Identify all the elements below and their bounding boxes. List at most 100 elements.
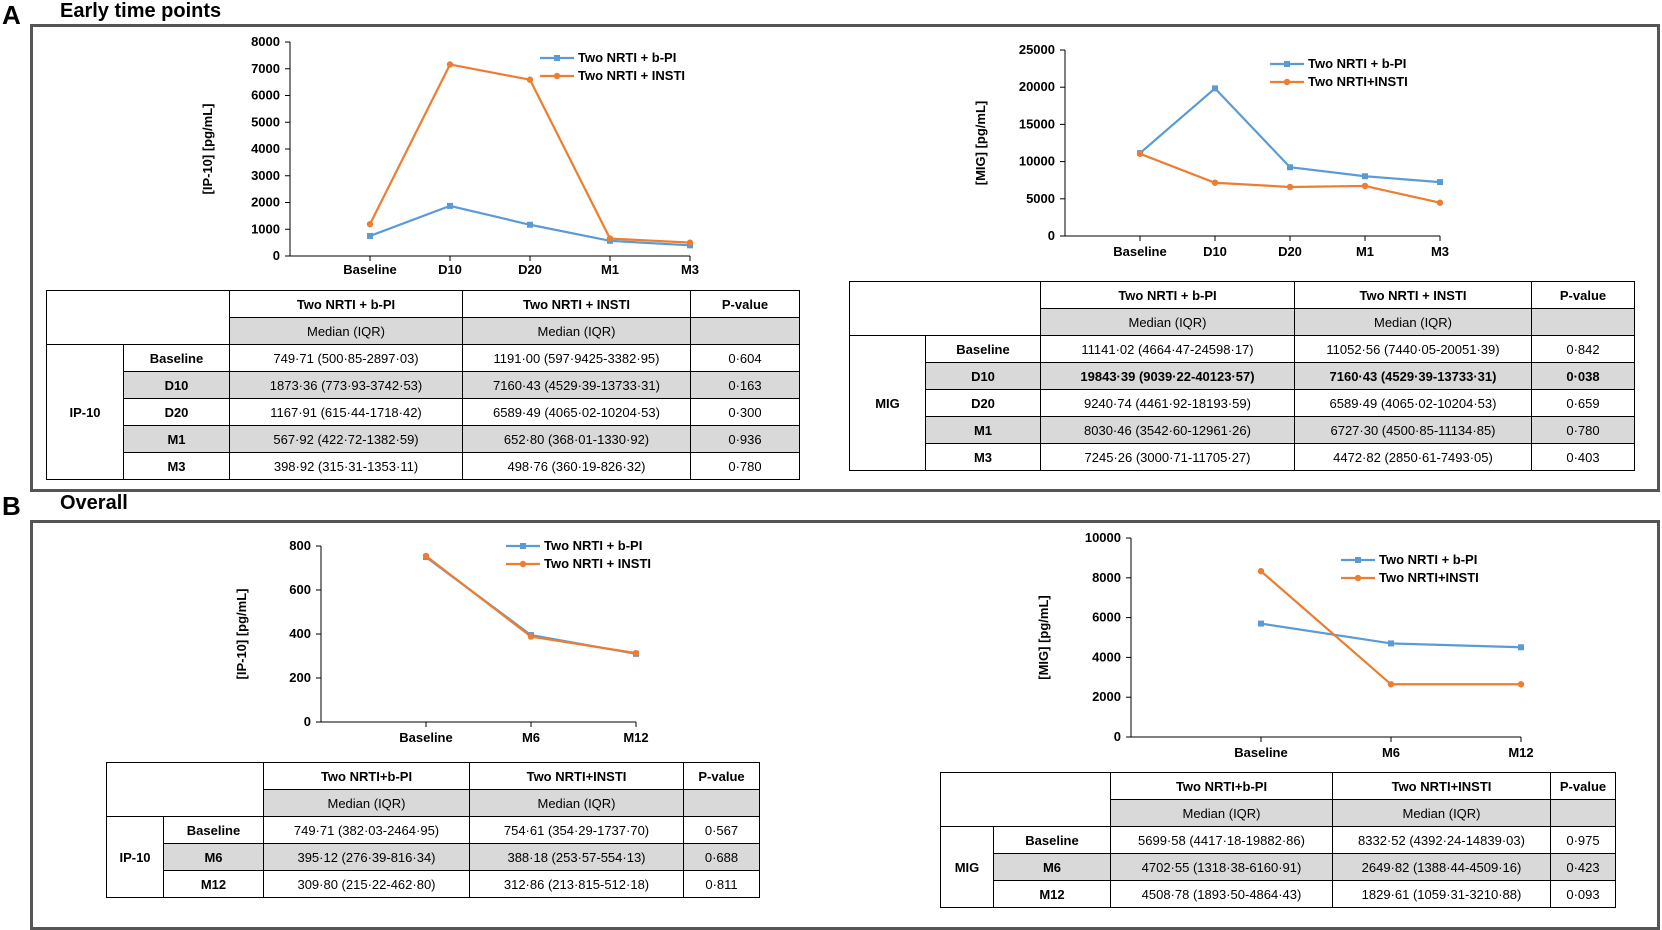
- data-point-square: [1388, 640, 1394, 647]
- y-tick-label: 7000: [251, 61, 280, 76]
- x-tick-label: D10: [1203, 244, 1227, 259]
- subheader-cell: Median (IQR): [263, 789, 470, 817]
- x-tick-label: M6: [522, 730, 540, 745]
- y-tick-label: 200: [289, 670, 311, 685]
- timepoint-cell: M12: [993, 880, 1111, 908]
- p-value-cell: 0·811: [683, 870, 760, 898]
- timepoint-cell: D20: [123, 398, 230, 426]
- subheader-cell: Median (IQR): [1040, 308, 1295, 336]
- bpi-median-cell: 567·92 (422·72-1382·59): [229, 425, 463, 453]
- y-tick-label: 15000: [1019, 116, 1055, 131]
- legend-label: Two NRTI + b-PI: [578, 50, 676, 65]
- legend-label: Two NRTI + b-PI: [1308, 56, 1406, 71]
- cytokine-group-label: IP-10: [46, 344, 124, 480]
- table-row: M12 4508·78 (1893·50-4864·43) 1829·61 (105…: [941, 880, 1616, 908]
- p-value-cell: 0·163: [690, 371, 800, 399]
- column-header: Two NRTI + b-PI: [229, 290, 463, 318]
- y-tick-label: 4000: [1092, 649, 1121, 664]
- y-tick-label: 10000: [1019, 154, 1055, 169]
- y-tick-label: 600: [289, 582, 311, 597]
- y-tick-label: 8000: [251, 34, 280, 49]
- column-header: Two NRTI + INSTI: [1294, 281, 1532, 309]
- column-header: P-value: [683, 762, 760, 790]
- subheader-cell: Median (IQR): [1110, 799, 1333, 827]
- bpi-median-cell: 1167·91 (615·44-1718·42): [229, 398, 463, 426]
- table-corner: [106, 762, 264, 817]
- timepoint-cell: D10: [925, 362, 1041, 390]
- x-tick-label: Baseline: [343, 262, 396, 277]
- p-value-cell: 0·300: [690, 398, 800, 426]
- data-point-circle: [1361, 182, 1369, 190]
- p-value-cell: 0·403: [1531, 443, 1635, 471]
- y-tick-label: 2000: [1092, 689, 1121, 704]
- column-header: Two NRTI+INSTI: [1332, 772, 1551, 800]
- legend-marker-square: [1355, 557, 1361, 563]
- data-point-circle: [446, 61, 454, 68]
- table-row: IP-10 Baseline 749·71 (500·85-2897·03) 1191…: [46, 344, 800, 480]
- legend-marker-circle: [553, 72, 561, 80]
- subheader-cell: Median (IQR): [1332, 799, 1551, 827]
- legend-label: Two NRTI+INSTI: [1379, 570, 1479, 585]
- column-header: P-value: [690, 290, 800, 318]
- y-tick-label: 6000: [251, 88, 280, 103]
- insti-median-cell: 1191·00 (597·9425-3382·95): [462, 344, 691, 372]
- table-row: M12 309·80 (215·22-462·80) 312·86 (213·815…: [107, 870, 760, 898]
- data-point-square: [1437, 179, 1443, 186]
- timepoint-cell: Baseline: [993, 826, 1111, 854]
- panel-b-letter: B: [2, 491, 21, 521]
- subheader-empty: [1531, 308, 1635, 336]
- x-tick-label: M3: [1431, 244, 1449, 259]
- table-row: M3 7245·26 (3000·71-11705·27) 4472·82 (285…: [850, 443, 1635, 471]
- data-point-circle: [632, 649, 640, 657]
- column-header: P-value: [1531, 281, 1635, 309]
- y-tick-label: 8000: [1092, 570, 1121, 585]
- insti-median-cell: 652·80 (368·01-1330·92): [462, 425, 691, 453]
- chart-mig-early: 0 5000 10000 15000 20000 25000 Baseline D10 D20 M…: [973, 42, 1449, 259]
- timepoint-cell: M6: [993, 853, 1111, 881]
- p-value-cell: 0·567: [683, 816, 760, 844]
- legend-marker-square: [520, 543, 526, 549]
- y-tick-label: 0: [1048, 228, 1055, 243]
- p-value-cell: 0·038: [1531, 362, 1635, 390]
- legend-marker-square: [554, 55, 560, 61]
- legend-marker-circle: [1283, 78, 1291, 86]
- insti-median-cell: 7160·43 (4529·39-13733·31): [462, 371, 691, 399]
- cytokine-group-label: IP-10: [106, 816, 164, 898]
- series-line-1: [1260, 570, 1521, 686]
- y-axis-label: [MIG] [pg/mL]: [973, 101, 988, 185]
- x-tick-label: M12: [623, 730, 648, 745]
- legend-marker-circle: [1354, 574, 1362, 582]
- insti-median-cell: 388·18 (253·57-554·13): [469, 843, 684, 871]
- table-corner: [46, 290, 230, 345]
- table-mig-overall: Two NRTI+b-PI Two NRTI+INSTI P-value Median…: [940, 772, 1616, 908]
- chart-mig-overall: 0 2000 4000 6000 8000 10000 Baseline M6 M12 [MIG]…: [1036, 530, 1534, 760]
- table-row: IP-10 Baseline 749·71 (382·03-2464·95) 754·…: [106, 816, 760, 898]
- table-ip10-early: Two NRTI + b-PI Two NRTI + INSTI P-value Me…: [46, 290, 800, 480]
- table-row: M1 567·92 (422·72-1382·59) 652·80 (368·01-…: [47, 425, 800, 453]
- legend-label: Two NRTI+INSTI: [1308, 74, 1408, 89]
- subheader-cell: Median (IQR): [469, 789, 684, 817]
- x-tick-label: M1: [1356, 244, 1374, 259]
- x-tick-label: M12: [1508, 745, 1533, 760]
- data-point-circle: [527, 633, 535, 640]
- bpi-median-cell: 5699·58 (4417·18-19882·86): [1110, 826, 1333, 854]
- data-point-circle: [1387, 681, 1395, 688]
- insti-median-cell: 498·76 (360·19-826·32): [462, 452, 691, 480]
- y-tick-label: 5000: [251, 114, 280, 129]
- insti-median-cell: 11052·56 (7440·05-20051·39): [1294, 335, 1532, 363]
- y-tick-label: 25000: [1019, 42, 1055, 57]
- x-tick-label: M3: [681, 262, 699, 277]
- p-value-cell: 0·688: [683, 843, 760, 871]
- y-axis-label: [IP-10] [pg/mL]: [234, 589, 249, 680]
- insti-median-cell: 6589·49 (4065·02-10204·53): [1294, 389, 1532, 417]
- table-row: MIG Baseline 5699·58 (4417·18-19882·86) 833…: [940, 826, 1616, 908]
- timepoint-cell: M3: [925, 443, 1041, 471]
- data-point-square: [367, 232, 373, 239]
- timepoint-cell: M3: [123, 452, 230, 480]
- timepoint-cell: M1: [123, 425, 230, 453]
- data-point-circle: [686, 239, 694, 246]
- insti-median-cell: 1829·61 (1059·31-3210·88): [1332, 880, 1551, 908]
- insti-median-cell: 4472·82 (2850·61-7493·05): [1294, 443, 1532, 471]
- timepoint-cell: D20: [925, 389, 1041, 417]
- p-value-cell: 0·780: [690, 452, 800, 480]
